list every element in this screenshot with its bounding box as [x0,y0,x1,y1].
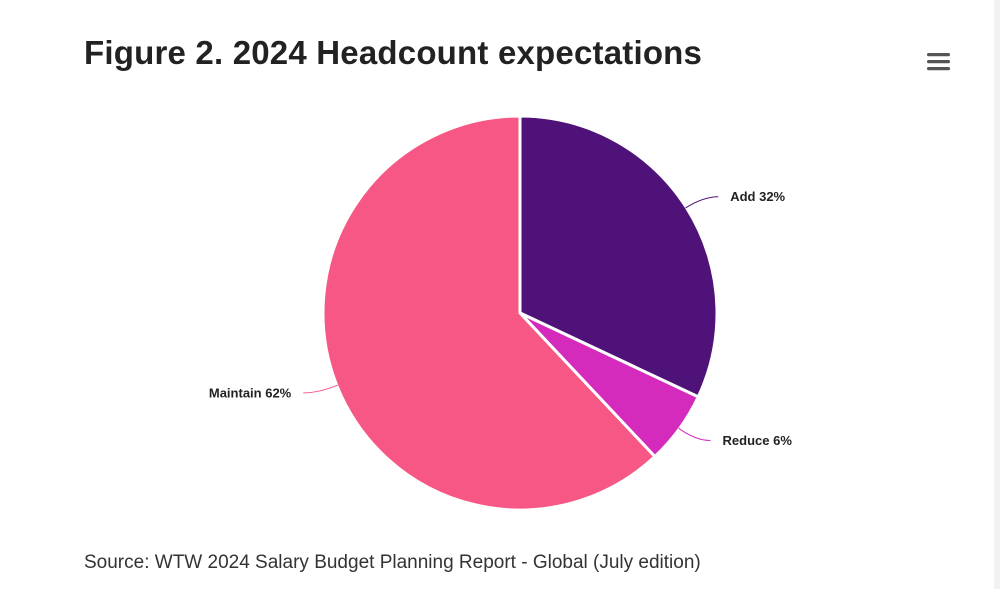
connector-reduce [678,427,711,442]
chart-title: Figure 2. 2024 Headcount expectations [84,34,703,71]
pie-slices [321,114,719,512]
pie-connectors [303,196,719,442]
data-label-reduce: Reduce 6% [723,433,793,448]
pie-labels: Add 32% Reduce 6% Maintain 62% [208,188,793,449]
data-label-add: Add 32% [730,189,785,204]
chart-menu-button[interactable] [922,48,954,76]
frame-edge [994,0,1000,589]
connector-maintain [303,384,338,394]
data-label-maintain: Maintain 62% [209,385,292,400]
hamburger-menu-icon[interactable] [922,48,954,76]
source-note: Source: WTW 2024 Salary Budget Planning … [84,552,701,573]
connector-add [685,196,719,209]
